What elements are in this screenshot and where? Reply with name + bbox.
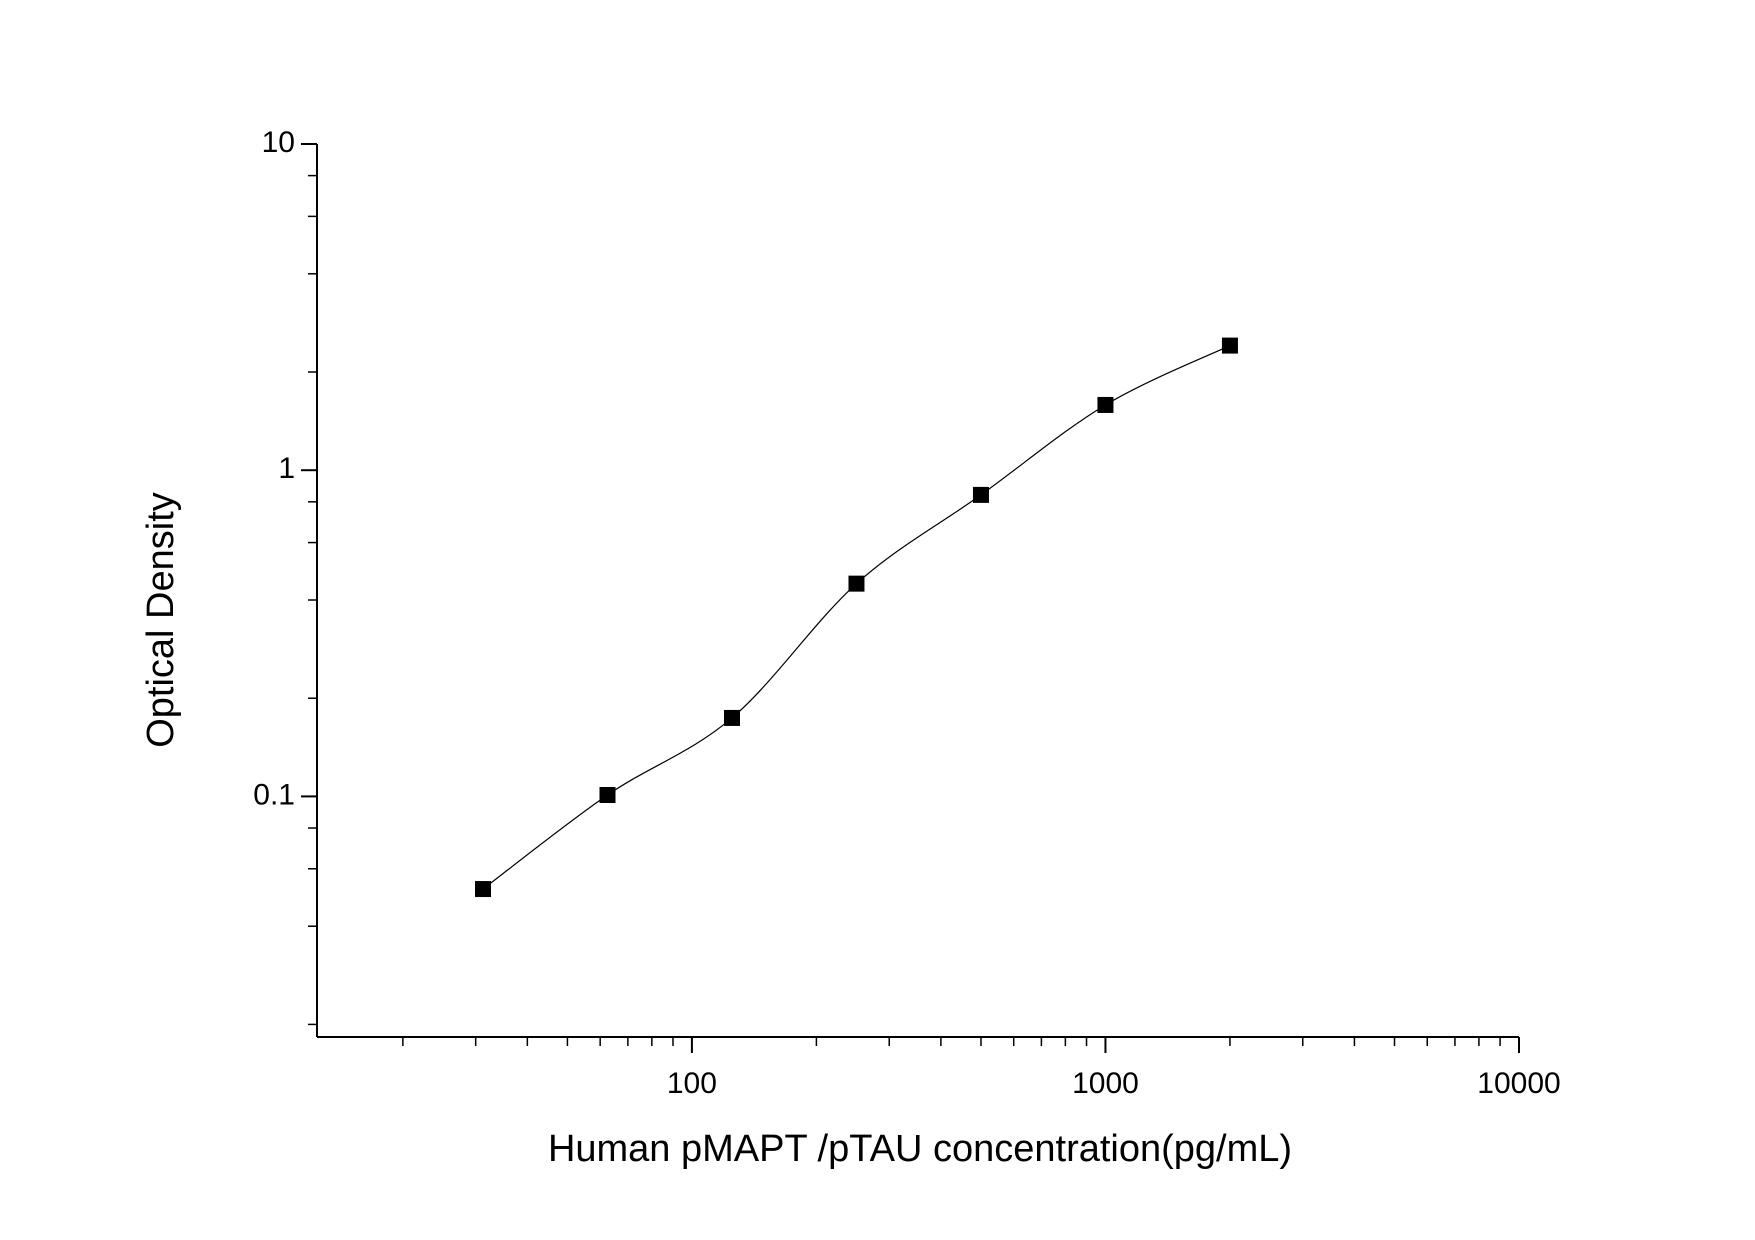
data-point bbox=[972, 486, 989, 503]
data-point bbox=[599, 786, 616, 803]
x-tick-label: 1000 bbox=[1072, 1067, 1139, 1100]
y-tick-label: 10 bbox=[262, 126, 295, 159]
x-tick-label: 10000 bbox=[1477, 1067, 1560, 1100]
data-point bbox=[1097, 396, 1114, 413]
x-axis-title: Human pMAPT /pTAU concentration(pg/mL) bbox=[548, 1128, 1292, 1170]
data-point bbox=[1221, 337, 1238, 354]
x-tick-label: 100 bbox=[667, 1067, 717, 1100]
y-tick-label: 0.1 bbox=[253, 778, 295, 811]
data-point bbox=[723, 709, 740, 726]
data-point bbox=[475, 881, 492, 898]
y-axis-title: Optical Density bbox=[140, 492, 182, 748]
y-tick-label: 1 bbox=[278, 452, 295, 485]
data-point bbox=[848, 575, 865, 592]
fit-curve bbox=[482, 345, 1231, 890]
